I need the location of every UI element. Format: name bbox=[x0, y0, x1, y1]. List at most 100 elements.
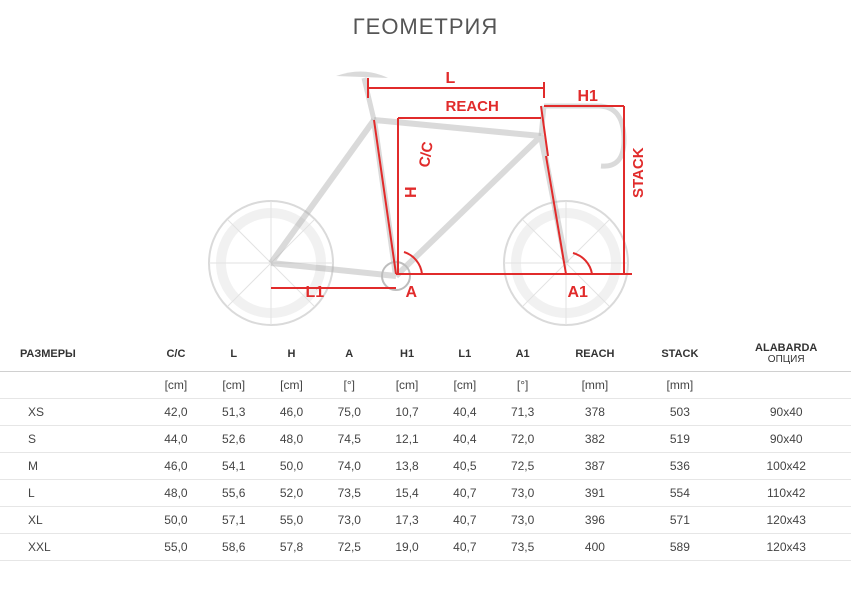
table-cell: 391 bbox=[552, 480, 639, 507]
table-cell: 73,0 bbox=[494, 480, 552, 507]
table-unit-cell: [°] bbox=[320, 372, 378, 399]
table-unit-cell: [cm] bbox=[378, 372, 436, 399]
geometry-diagram-container: L REACH H1 C/C H STACK L1 A A1 bbox=[0, 48, 851, 328]
table-unit-cell bbox=[0, 372, 147, 399]
table-row: XS42,051,346,075,010,740,471,337850390x4… bbox=[0, 399, 851, 426]
table-unit-cell: [mm] bbox=[552, 372, 639, 399]
table-cell: 48,0 bbox=[147, 480, 205, 507]
table-cell: 58,6 bbox=[205, 534, 263, 561]
table-units-row: [cm][cm][cm][°][cm][cm][°][mm][mm] bbox=[0, 372, 851, 399]
table-cell: 48,0 bbox=[263, 426, 321, 453]
table-cell: 382 bbox=[552, 426, 639, 453]
dim-label-cc: C/C bbox=[416, 140, 437, 168]
table-cell: 75,0 bbox=[320, 399, 378, 426]
table-unit-cell: [mm] bbox=[638, 372, 721, 399]
table-cell: 72,5 bbox=[320, 534, 378, 561]
table-cell: 73,5 bbox=[320, 480, 378, 507]
table-cell: 42,0 bbox=[147, 399, 205, 426]
table-row: S44,052,648,074,512,140,472,038251990x40 bbox=[0, 426, 851, 453]
table-cell: 46,0 bbox=[147, 453, 205, 480]
table-row: L48,055,652,073,515,440,773,0391554110x4… bbox=[0, 480, 851, 507]
table-unit-cell: [cm] bbox=[436, 372, 494, 399]
table-col-header: РАЗМЕРЫ bbox=[0, 336, 147, 372]
table-cell: 55,6 bbox=[205, 480, 263, 507]
table-cell: L bbox=[0, 480, 147, 507]
table-cell: 571 bbox=[638, 507, 721, 534]
table-row: XL50,057,155,073,017,340,773,0396571120x… bbox=[0, 507, 851, 534]
table-cell: 54,1 bbox=[205, 453, 263, 480]
table-cell: 73,5 bbox=[494, 534, 552, 561]
geometry-table-body: [cm][cm][cm][°][cm][cm][°][mm][mm]XS42,0… bbox=[0, 372, 851, 561]
table-cell: 51,3 bbox=[205, 399, 263, 426]
table-cell: 46,0 bbox=[263, 399, 321, 426]
table-col-header: L1 bbox=[436, 336, 494, 372]
table-cell: XL bbox=[0, 507, 147, 534]
geometry-table-head: РАЗМЕРЫC/CLHAH1L1A1REACHSTACKALABARDAОПЦ… bbox=[0, 336, 851, 372]
dim-label-stack: STACK bbox=[630, 147, 647, 198]
dim-label-A: A bbox=[406, 284, 418, 302]
table-unit-cell: [cm] bbox=[263, 372, 321, 399]
table-cell: 50,0 bbox=[147, 507, 205, 534]
table-col-header: A1 bbox=[494, 336, 552, 372]
table-cell: 57,8 bbox=[263, 534, 321, 561]
table-cell: XS bbox=[0, 399, 147, 426]
table-row: M46,054,150,074,013,840,572,5387536100x4… bbox=[0, 453, 851, 480]
table-cell: 44,0 bbox=[147, 426, 205, 453]
geometry-diagram: L REACH H1 C/C H STACK L1 A A1 bbox=[146, 48, 706, 328]
table-unit-cell: [cm] bbox=[205, 372, 263, 399]
table-cell: S bbox=[0, 426, 147, 453]
dimension-lines-svg bbox=[146, 48, 706, 328]
table-cell: 17,3 bbox=[378, 507, 436, 534]
table-cell: 554 bbox=[638, 480, 721, 507]
table-col-header: A bbox=[320, 336, 378, 372]
table-unit-cell: [°] bbox=[494, 372, 552, 399]
table-cell: 13,8 bbox=[378, 453, 436, 480]
table-cell: XXL bbox=[0, 534, 147, 561]
table-cell: 40,7 bbox=[436, 507, 494, 534]
table-cell: 74,0 bbox=[320, 453, 378, 480]
table-cell: 73,0 bbox=[320, 507, 378, 534]
table-cell: 110x42 bbox=[721, 480, 851, 507]
page-title: ГЕОМЕТРИЯ bbox=[0, 0, 851, 48]
table-cell: 90x40 bbox=[721, 426, 851, 453]
table-cell: 12,1 bbox=[378, 426, 436, 453]
table-cell: 52,0 bbox=[263, 480, 321, 507]
table-cell: 400 bbox=[552, 534, 639, 561]
table-col-header: REACH bbox=[552, 336, 639, 372]
table-col-header: STACK bbox=[638, 336, 721, 372]
table-cell: 10,7 bbox=[378, 399, 436, 426]
dim-label-H: H bbox=[403, 186, 421, 198]
table-cell: 55,0 bbox=[263, 507, 321, 534]
table-cell: 589 bbox=[638, 534, 721, 561]
table-cell: 519 bbox=[638, 426, 721, 453]
table-col-header: L bbox=[205, 336, 263, 372]
table-cell: 55,0 bbox=[147, 534, 205, 561]
table-cell: 57,1 bbox=[205, 507, 263, 534]
table-cell: 73,0 bbox=[494, 507, 552, 534]
table-col-header: ALABARDAОПЦИЯ bbox=[721, 336, 851, 372]
table-cell: 40,7 bbox=[436, 534, 494, 561]
table-unit-cell bbox=[721, 372, 851, 399]
table-cell: 74,5 bbox=[320, 426, 378, 453]
table-cell: 40,4 bbox=[436, 399, 494, 426]
table-cell: 40,5 bbox=[436, 453, 494, 480]
dim-label-A1: A1 bbox=[568, 284, 588, 302]
geometry-table: РАЗМЕРЫC/CLHAH1L1A1REACHSTACKALABARDAОПЦ… bbox=[0, 336, 851, 561]
dim-label-reach: REACH bbox=[446, 98, 499, 115]
table-cell: 50,0 bbox=[263, 453, 321, 480]
table-unit-cell: [cm] bbox=[147, 372, 205, 399]
table-col-header: H bbox=[263, 336, 321, 372]
table-cell: 40,4 bbox=[436, 426, 494, 453]
table-cell: 19,0 bbox=[378, 534, 436, 561]
table-cell: 71,3 bbox=[494, 399, 552, 426]
table-cell: 72,5 bbox=[494, 453, 552, 480]
table-cell: 90x40 bbox=[721, 399, 851, 426]
dim-label-L1: L1 bbox=[306, 284, 325, 302]
table-cell: 396 bbox=[552, 507, 639, 534]
table-cell: 387 bbox=[552, 453, 639, 480]
table-cell: 40,7 bbox=[436, 480, 494, 507]
table-cell: 52,6 bbox=[205, 426, 263, 453]
table-cell: M bbox=[0, 453, 147, 480]
table-cell: 120x43 bbox=[721, 534, 851, 561]
table-cell: 536 bbox=[638, 453, 721, 480]
